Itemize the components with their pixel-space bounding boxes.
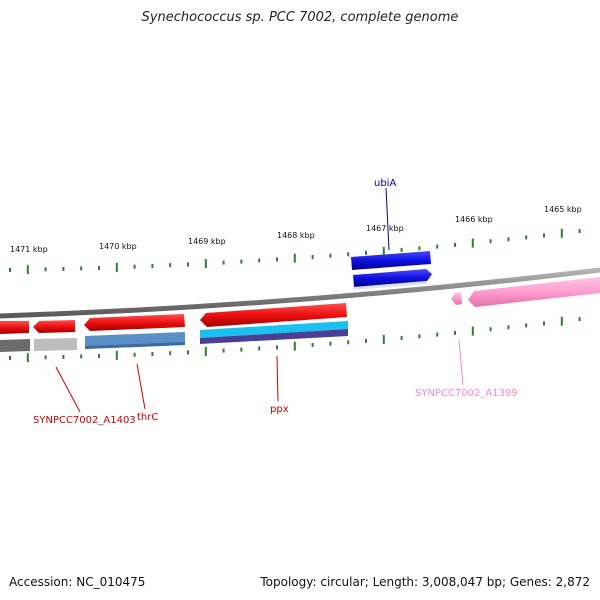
cds-ppx-purple <box>200 329 348 344</box>
gene-a1399-arrow[interactable] <box>468 277 600 307</box>
gene-a1403-arrow-left[interactable] <box>0 321 29 334</box>
callout-ppx <box>276 355 279 402</box>
genome-summary-text: Topology: circular; Length: 3,008,047 bp… <box>260 575 590 589</box>
axis-label-1468: 1468 kbp <box>277 231 315 240</box>
axis-label-1469: 1469 kbp <box>188 237 226 246</box>
callout-a1399 <box>458 339 464 386</box>
cds-gray-dark <box>0 339 30 352</box>
label-thrC[interactable]: thrC <box>137 412 158 423</box>
genome-backbone <box>0 267 600 319</box>
callout-lines <box>55 187 464 413</box>
accession-text: Accession: NC_010475 <box>9 575 146 589</box>
tick-row-bottom <box>9 316 581 363</box>
map-title: Synechococcus sp. PCC 7002, complete gen… <box>141 10 459 25</box>
gene-thrC[interactable] <box>84 314 185 331</box>
gene-labels: ubiA SYNPCC7002_A1403 thrC ppx SYNPCC700… <box>33 178 518 426</box>
gene-synpcc7002-a1403[interactable] <box>0 320 75 334</box>
axis-label-1470: 1470 kbp <box>99 242 137 251</box>
axis-label-1467: 1467 kbp <box>366 224 404 233</box>
axis-label-1465: 1465 kbp <box>544 205 582 214</box>
gene-a1399-small-arrow[interactable] <box>451 292 462 305</box>
label-ppx[interactable]: ppx <box>270 404 289 415</box>
gene-ppx[interactable] <box>200 303 347 327</box>
label-ubiA[interactable]: ubiA <box>374 178 396 189</box>
gene-ppx-arrow[interactable] <box>200 303 347 327</box>
cds-track <box>0 321 348 352</box>
label-synpcc7002-a1403[interactable]: SYNPCC7002_A1403 <box>33 415 136 426</box>
cds-gray-light <box>34 338 77 351</box>
axis-label-1471: 1471 kbp <box>10 245 48 254</box>
callout-ubiA <box>385 187 390 251</box>
label-synpcc7002-a1399[interactable]: SYNPCC7002_A1399 <box>415 388 518 399</box>
gene-ubiA-arrow[interactable] <box>351 251 431 270</box>
callout-a1403 <box>55 366 81 413</box>
cds-ppx-cyan <box>200 321 348 338</box>
gene-synpcc7002-a1399[interactable] <box>451 277 600 307</box>
gene-ubiA-cds-arrow[interactable] <box>353 269 432 287</box>
tick-row-top <box>9 228 581 275</box>
axis-labels: 1471 kbp 1470 kbp 1469 kbp 1468 kbp 1467… <box>10 205 582 254</box>
callout-thrC <box>136 363 146 410</box>
gene-thrC-arrow[interactable] <box>84 314 185 331</box>
gene-a1403-arrow[interactable] <box>33 320 75 333</box>
gene-ubiA[interactable] <box>351 251 432 290</box>
axis-label-1466: 1466 kbp <box>455 215 493 224</box>
